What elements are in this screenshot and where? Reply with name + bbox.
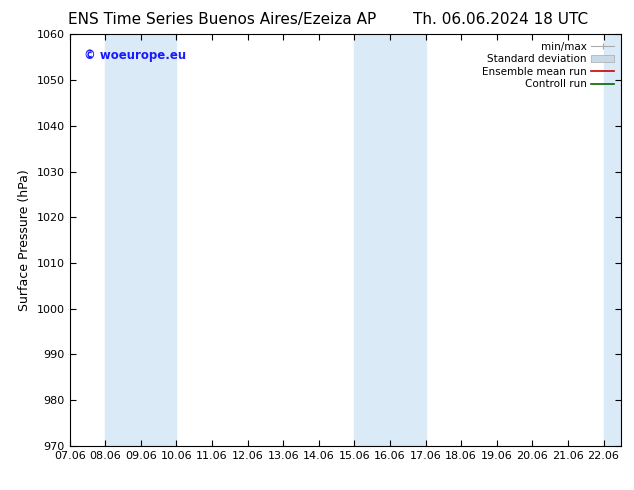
Bar	[105, 34, 176, 446]
Legend: min/max, Standard deviation, Ensemble mean run, Controll run: min/max, Standard deviation, Ensemble me…	[480, 40, 616, 92]
Y-axis label: Surface Pressure (hPa): Surface Pressure (hPa)	[18, 169, 31, 311]
Bar	[354, 34, 425, 446]
Bar	[604, 34, 634, 446]
Text: © woeurope.eu: © woeurope.eu	[84, 49, 186, 62]
Text: ENS Time Series Buenos Aires/Ezeiza AP: ENS Time Series Buenos Aires/Ezeiza AP	[68, 12, 376, 27]
Text: Th. 06.06.2024 18 UTC: Th. 06.06.2024 18 UTC	[413, 12, 588, 27]
